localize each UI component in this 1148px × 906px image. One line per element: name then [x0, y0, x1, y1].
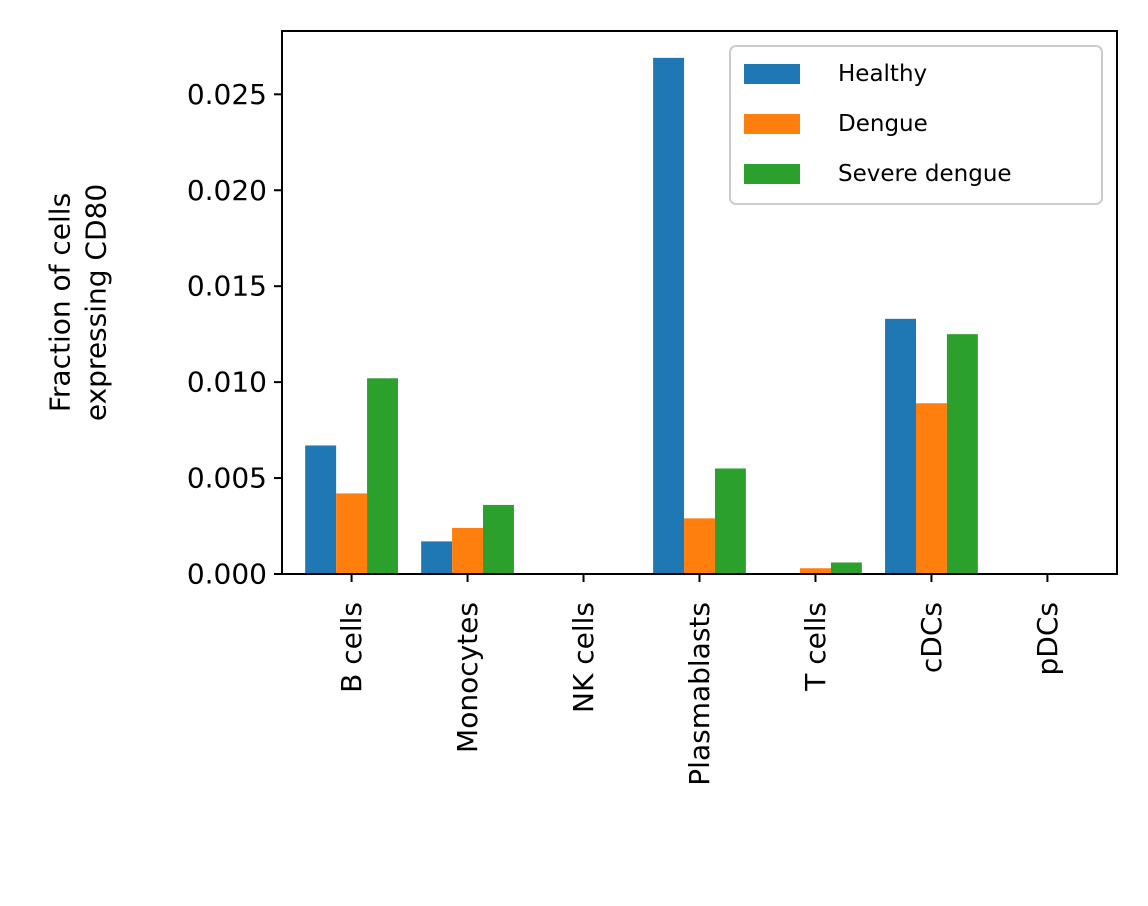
legend-label: Severe dengue — [838, 161, 1012, 187]
y-tick-label: 0.000 — [187, 558, 267, 591]
bar-dengue-b-cells — [336, 493, 368, 574]
bar-dengue-cdcs — [915, 403, 947, 574]
x-tick-label: cDCs — [915, 602, 948, 673]
y-tick-label: 0.005 — [187, 462, 267, 495]
legend: Healthy Dengue Severe dengue — [729, 45, 1103, 205]
legend-label: Dengue — [838, 111, 928, 137]
x-tick-label: Plasmablasts — [683, 602, 716, 786]
y-tick-label: 0.015 — [187, 270, 267, 303]
bar-healthy-cdcs — [885, 318, 916, 574]
bar-dengue-t-cells — [800, 568, 831, 574]
x-tick-label: Monocytes — [451, 602, 484, 753]
y-axis: 0.000 0.005 0.010 0.015 0.020 0.025 — [187, 78, 282, 591]
y-axis-label-line: Fraction of cells — [44, 193, 77, 412]
y-tick-label: 0.020 — [187, 174, 267, 207]
y-tick-label: 0.025 — [187, 78, 267, 111]
x-tick-label: pDCs — [1031, 602, 1064, 675]
x-tick-label: B cells — [335, 602, 368, 693]
legend-box — [729, 45, 1103, 205]
y-axis-label-line: expressing CD80 — [80, 184, 113, 421]
bar-severe-dengue-plasmablasts — [714, 468, 746, 574]
legend-swatch — [744, 64, 800, 84]
bar-healthy-b-cells — [305, 445, 337, 574]
x-tick-label: T cells — [799, 602, 832, 692]
y-axis-label: Fraction of cells expressing CD80 — [44, 184, 113, 421]
bars-group — [305, 57, 978, 575]
bar-dengue-monocytes — [452, 527, 484, 574]
bar-severe-dengue-b-cells — [367, 378, 398, 574]
bar-healthy-plasmablasts — [653, 57, 685, 575]
bar-severe-dengue-monocytes — [483, 504, 514, 574]
bar-healthy-monocytes — [421, 541, 453, 574]
legend-swatch — [744, 164, 800, 184]
y-tick-label: 0.010 — [187, 366, 267, 399]
bar-dengue-plasmablasts — [684, 518, 715, 574]
x-axis: B cells Monocytes NK cells Plasmablasts T ce… — [335, 574, 1064, 786]
x-tick-label: NK cells — [567, 602, 600, 713]
bar-severe-dengue-t-cells — [830, 562, 862, 574]
legend-label: Healthy — [838, 61, 927, 87]
legend-swatch — [744, 114, 800, 134]
bar-severe-dengue-cdcs — [946, 334, 978, 574]
